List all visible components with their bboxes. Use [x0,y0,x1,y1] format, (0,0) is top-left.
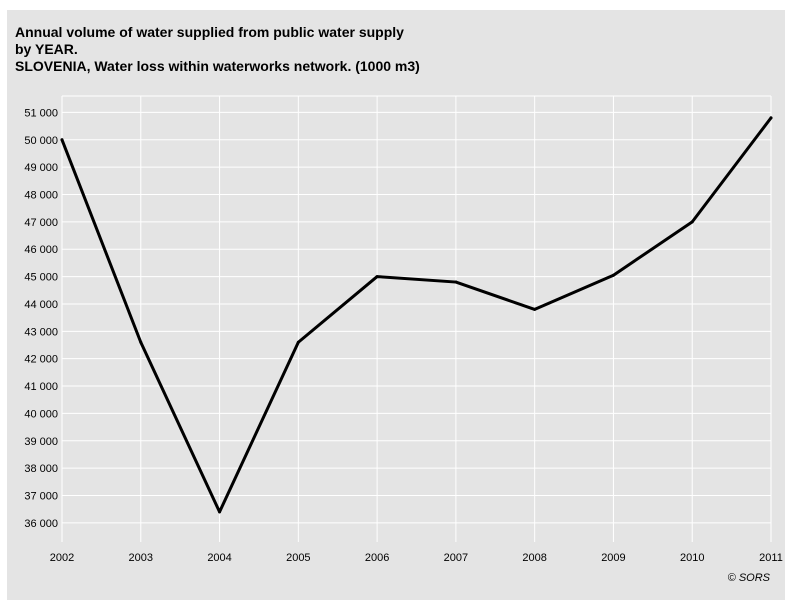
y-tick-label: 37 000 [24,490,58,502]
x-tick-label: 2004 [207,552,231,564]
y-tick-label: 44 000 [24,299,58,311]
x-tick-label: 2008 [522,552,546,564]
x-tick-label: 2010 [680,552,704,564]
data-point [533,307,537,311]
data-point [454,280,458,284]
chart-title: Annual volume of water supplied from pub… [15,24,420,75]
x-tick-label: 2003 [129,552,153,564]
y-tick-label: 47 000 [24,217,58,229]
chart-title-line-2: by YEAR. [15,41,78,57]
y-tick-label: 38 000 [24,463,58,475]
y-tick-label: 51 000 [24,107,58,119]
x-tick-label: 2011 [759,552,783,564]
x-tick-label: 2007 [444,552,468,564]
x-tick-label: 2005 [286,552,310,564]
chart-title-line-3: SLOVENIA, Water loss within waterworks n… [15,58,420,74]
x-tick-label: 2002 [50,552,74,564]
data-point [375,275,379,279]
y-tick-label: 45 000 [24,272,58,284]
source-credit: © SORS [727,572,770,584]
y-tick-label: 41 000 [24,381,58,393]
data-point [611,273,615,277]
y-tick-label: 39 000 [24,436,58,448]
y-tick-label: 48 000 [24,190,58,202]
y-tick-label: 46 000 [24,244,58,256]
y-tick-label: 49 000 [24,162,58,174]
x-tick-label: 2009 [601,552,625,564]
series-line [60,116,773,514]
y-tick-label: 43 000 [24,326,58,338]
data-point [769,116,773,120]
chart-title-line-1: Annual volume of water supplied from pub… [15,24,404,40]
x-tick-label: 2006 [365,552,389,564]
data-point [690,220,694,224]
y-tick-label: 42 000 [24,354,58,366]
data-point [139,340,143,344]
data-point [60,138,64,142]
y-tick-label: 36 000 [24,518,58,530]
y-tick-label: 50 000 [24,135,58,147]
data-point [218,510,222,514]
data-point [296,340,300,344]
chart-frame [7,10,785,600]
y-tick-label: 40 000 [24,408,58,420]
